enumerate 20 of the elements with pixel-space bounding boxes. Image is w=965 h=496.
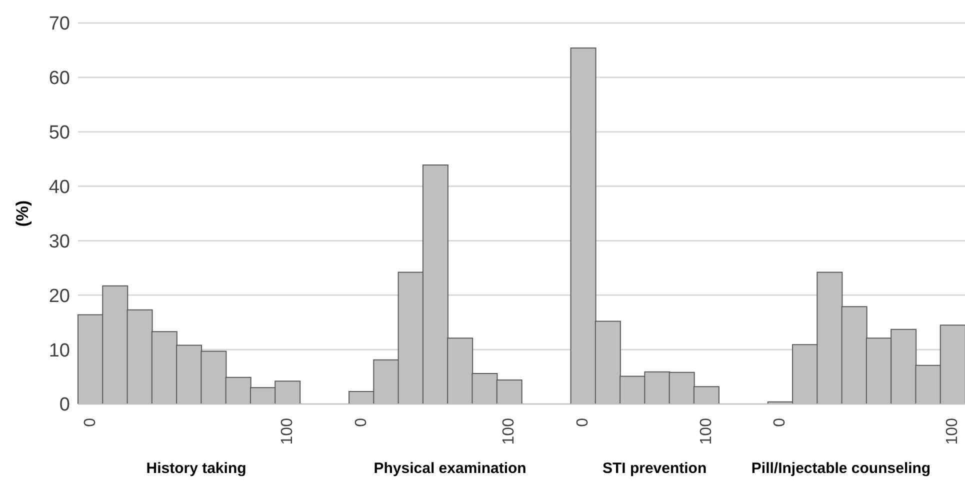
- y-tick-label: 70: [48, 14, 70, 35]
- x-tick-label: 0: [574, 418, 592, 427]
- x-tick-label: 100: [278, 418, 296, 445]
- x-tick-label: 0: [82, 418, 99, 427]
- text: Pill/Injectable counseling: [750, 460, 932, 477]
- x-tick-label: 100: [500, 418, 518, 445]
- x-tick-label: 0: [352, 418, 370, 427]
- y-tick-label: 20: [48, 286, 70, 307]
- x-tick-label: 0: [772, 418, 789, 427]
- y-tick-label: 30: [48, 231, 70, 252]
- text: STI prevention: [602, 460, 707, 477]
- x-tick-label: 100: [698, 418, 715, 445]
- text: Physical examination: [372, 460, 528, 477]
- y-tick-label: 50: [48, 122, 70, 144]
- y-tick-label: 40: [48, 177, 70, 198]
- text: History taking: [145, 460, 248, 477]
- y-tick-label: 60: [48, 68, 70, 90]
- y-axis-title: (%): [13, 200, 32, 227]
- x-tick-label: 100: [944, 418, 962, 445]
- y-tick-label: 10: [48, 340, 70, 362]
